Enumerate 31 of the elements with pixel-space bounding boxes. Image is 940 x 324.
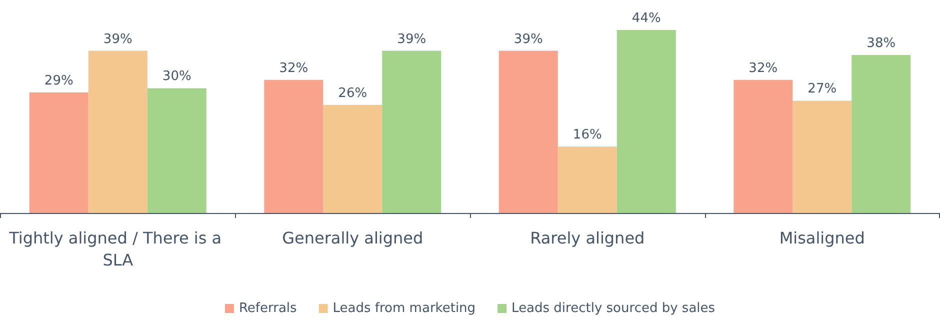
data-label: 39% [103,32,132,47]
bar [29,92,88,213]
data-label: 26% [338,86,368,101]
bar [323,104,382,213]
data-label: 39% [514,32,543,47]
bar [616,30,676,213]
data-label: 32% [279,60,308,76]
x-tick-label: Tightly aligned / There is a SLA [8,228,227,270]
bar [558,146,617,213]
data-label: 16% [572,127,602,142]
data-label: 32% [748,60,778,76]
legend-label: Leads directly sourced by sales [512,301,716,316]
data-label: 29% [44,73,74,88]
bar [852,54,911,213]
bar [382,50,442,213]
bar [792,100,852,213]
x-tick-label: Rarely aligned [530,228,645,248]
legend-label: Referrals [238,301,298,316]
bar [147,88,206,213]
x-tick-label: Generally aligned [282,228,424,248]
x-tick-label: Misaligned [779,228,865,248]
data-label: 27% [808,82,837,97]
bar [88,50,148,213]
data-label: 30% [162,69,192,84]
data-label: 44% [632,11,661,26]
data-label: 39% [397,32,426,47]
bar [498,50,558,213]
bar [734,80,793,213]
data-label: 38% [866,36,896,51]
legend-label: Leads from marketing [332,301,476,316]
bar [264,80,324,213]
